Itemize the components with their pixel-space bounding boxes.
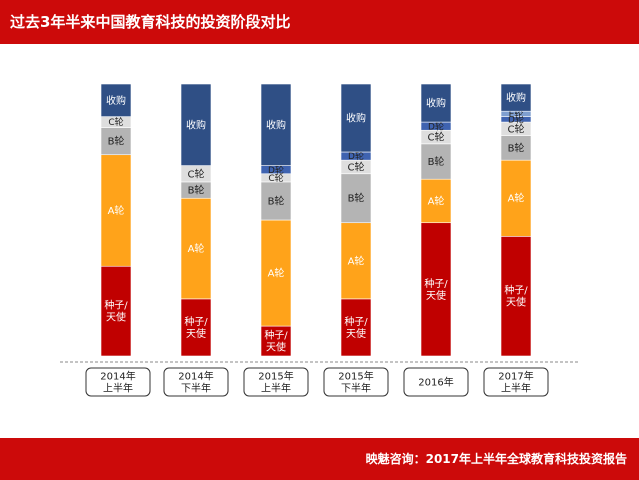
segment-label-c: C轮 xyxy=(268,172,283,184)
bar-segment-a xyxy=(500,159,532,237)
bar-segment-a xyxy=(260,219,292,327)
segment-label-a: A轮 xyxy=(268,267,285,280)
stacked-bar-chart: 种子/天使A轮B轮C轮收购种子/天使A轮B轮C轮收购种子/天使A轮B轮C轮D轮收… xyxy=(60,83,580,397)
segment-label-seed: 种子/天使 xyxy=(104,299,128,324)
x-tick-label: 2014年上半年 xyxy=(100,370,135,395)
segment-label-b: B轮 xyxy=(508,141,525,154)
segment-label-acq: 收购 xyxy=(346,112,366,125)
segment-label-acq: 收购 xyxy=(506,91,526,104)
bar-segment-acq xyxy=(100,83,132,117)
bar-segment-seed xyxy=(260,325,292,357)
segment-label-a: A轮 xyxy=(188,242,205,255)
bar-segment-b xyxy=(500,135,532,161)
bar-segment-a xyxy=(420,178,452,224)
segment-label-seed: 种子/天使 xyxy=(504,284,528,309)
bar-segment-seed xyxy=(500,236,532,357)
segment-label-b: B轮 xyxy=(188,184,205,197)
segment-label-seed: 种子/天使 xyxy=(184,315,208,340)
segment-label-acq: 收购 xyxy=(106,94,126,107)
segment-label-a: A轮 xyxy=(348,254,365,267)
segment-label-c: C轮 xyxy=(108,116,123,128)
header-bar: 过去3年半来中国教育科技的投资阶段对比 xyxy=(0,0,639,44)
segment-label-acq: 收购 xyxy=(266,118,286,131)
category-box xyxy=(483,367,549,397)
segment-label-acq: 收购 xyxy=(426,97,446,110)
segment-label-b: B轮 xyxy=(108,135,125,148)
segment-label-d: D轮 xyxy=(428,120,444,132)
segment-label-d: D轮 xyxy=(348,150,364,162)
x-tick-label: 2014年下半年 xyxy=(178,370,213,395)
bar-segment-acq xyxy=(420,83,452,123)
bar-segment-seed xyxy=(340,298,372,357)
x-tick-label: 2015年下半年 xyxy=(338,370,373,395)
segment-label-c: C轮 xyxy=(348,160,365,173)
segment-label-d: D轮 xyxy=(268,164,284,176)
x-tick-label: 2016年 xyxy=(418,376,453,389)
bar-segment-acq xyxy=(260,83,292,166)
x-tick-label: 2015年上半年 xyxy=(258,370,293,395)
bar-segment-acq xyxy=(340,83,372,153)
category-box xyxy=(163,367,229,397)
bar-segment-acq xyxy=(180,83,212,166)
segment-label-c: C轮 xyxy=(508,122,525,135)
x-tick-label: 2017年上半年 xyxy=(498,370,533,395)
segment-label-a: A轮 xyxy=(428,194,445,207)
bar-segment-a xyxy=(100,154,132,267)
bar-segment-seed xyxy=(100,265,132,357)
footer-bar: 映魅咨询：2017年上半年全球教育科技投资报告 xyxy=(0,438,639,480)
source-caption: 映魅咨询：2017年上半年全球教育科技投资报告 xyxy=(365,452,627,466)
segment-label-b: B轮 xyxy=(428,155,445,168)
segment-label-a: A轮 xyxy=(108,204,125,217)
segment-label-c: C轮 xyxy=(428,131,445,144)
bar-segment-a xyxy=(180,197,212,300)
segment-label-seed: 种子/天使 xyxy=(424,277,448,302)
segment-label-b: B轮 xyxy=(348,192,365,205)
segment-label-seed: 种子/天使 xyxy=(264,329,288,354)
segment-label-acq: 收购 xyxy=(186,118,206,131)
category-box xyxy=(243,367,309,397)
bar-segment-seed xyxy=(420,222,452,357)
bar-group: 种子/天使 A轮 B轮 C轮 收购 xyxy=(180,83,212,357)
segment-label-seed: 种子/天使 xyxy=(344,315,368,340)
bar-segment-acq xyxy=(500,83,532,112)
segment-label-c: C轮 xyxy=(188,167,205,180)
category-box xyxy=(323,367,389,397)
category-box xyxy=(85,367,151,397)
segment-label-a: A轮 xyxy=(508,192,525,205)
bar-group: 种子/天使 A轮 B轮 C轮 收购 xyxy=(100,83,132,357)
page-title: 过去3年半来中国教育科技的投资阶段对比 xyxy=(10,13,291,31)
segment-label-b: B轮 xyxy=(268,194,285,207)
category-box xyxy=(403,367,469,397)
